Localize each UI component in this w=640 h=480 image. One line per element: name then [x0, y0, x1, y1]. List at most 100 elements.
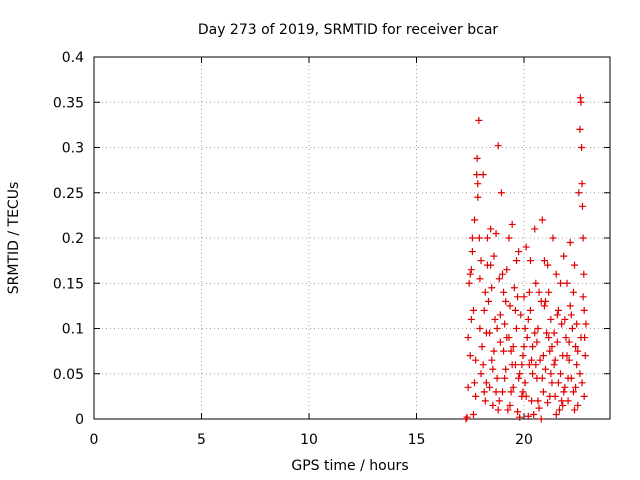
data-point	[505, 234, 513, 242]
data-point	[477, 257, 485, 265]
data-point	[481, 288, 489, 296]
data-point	[559, 401, 567, 409]
data-point	[491, 315, 499, 323]
data-point	[519, 352, 527, 360]
data-point	[504, 406, 512, 414]
data-point	[578, 180, 586, 188]
data-point	[578, 379, 586, 387]
data-point	[475, 234, 483, 242]
data-point	[516, 413, 524, 421]
data-point	[534, 325, 542, 332]
data-point	[557, 370, 565, 378]
data-point	[507, 347, 515, 355]
data-point	[486, 383, 494, 391]
data-point	[468, 248, 476, 256]
data-point	[551, 356, 559, 364]
data-point	[540, 302, 548, 310]
data-point	[494, 406, 502, 414]
data-point	[509, 343, 517, 351]
data-point	[581, 352, 589, 360]
data-point	[474, 180, 482, 188]
y-tick-label: 0	[75, 412, 84, 428]
data-point	[580, 306, 588, 314]
data-point	[471, 379, 479, 387]
data-point	[578, 144, 586, 151]
data-point	[563, 352, 571, 360]
data-point	[543, 329, 551, 337]
data-point	[490, 252, 498, 260]
axis-ticks: 0 0.05 0.1 0.15 0.2 0.25 0.3 0.35 0.4 0 5 10 15 20	[53, 50, 610, 448]
data-point	[542, 365, 549, 373]
data-point	[574, 401, 582, 409]
data-point	[564, 374, 572, 382]
data-point	[565, 356, 573, 364]
data-point	[579, 234, 587, 242]
data-point	[466, 352, 474, 360]
data-point	[561, 383, 569, 391]
data-point	[558, 320, 566, 328]
data-point	[515, 374, 523, 382]
y-tick-label: 0.35	[53, 95, 84, 111]
data-point	[562, 334, 570, 342]
data-point	[539, 352, 547, 360]
data-point	[533, 338, 541, 346]
data-point	[555, 406, 563, 414]
data-point	[479, 171, 487, 179]
data-point	[507, 388, 515, 396]
data-point	[509, 383, 517, 391]
data-point	[557, 279, 565, 287]
data-point	[528, 356, 536, 364]
data-point	[469, 410, 477, 418]
data-point	[539, 388, 547, 396]
data-point	[547, 315, 555, 323]
data-point	[490, 347, 498, 355]
data-point	[488, 356, 496, 364]
data-point	[544, 399, 552, 407]
data-point	[525, 288, 533, 296]
data-point	[560, 388, 568, 396]
data-point	[502, 365, 510, 373]
y-tick-label: 0.15	[53, 276, 84, 292]
data-point	[492, 388, 500, 396]
data-point	[560, 252, 568, 260]
data-point	[482, 379, 490, 387]
data-point	[479, 361, 487, 369]
data-point	[553, 338, 561, 346]
data-point	[506, 302, 514, 310]
data-point	[462, 415, 470, 423]
data-point	[572, 383, 580, 391]
data-point	[573, 361, 581, 369]
data-point	[577, 98, 585, 106]
data-point	[520, 293, 528, 301]
x-axis-label: GPS time / hours	[291, 458, 408, 474]
data-point	[514, 293, 522, 301]
y-tick-label: 0.2	[62, 231, 84, 247]
data-point	[494, 142, 502, 150]
data-point	[463, 413, 471, 421]
data-point	[582, 320, 590, 328]
data-point	[471, 216, 479, 224]
data-point	[500, 288, 508, 296]
x-tick-label: 15	[408, 432, 426, 448]
data-point	[566, 302, 574, 310]
data-point	[506, 401, 514, 409]
data-point	[538, 216, 546, 224]
data-point	[487, 225, 495, 233]
data-point	[469, 306, 477, 314]
data-point	[512, 257, 520, 265]
data-point	[576, 370, 584, 378]
data-point	[474, 193, 482, 201]
data-point	[554, 379, 562, 387]
data-point	[521, 379, 529, 387]
data-point	[472, 392, 480, 400]
data-point	[485, 297, 493, 305]
data-point	[489, 401, 497, 409]
data-point	[561, 315, 569, 323]
data-point	[481, 397, 489, 405]
data-point	[564, 397, 572, 405]
data-point	[572, 343, 580, 351]
data-point	[548, 379, 556, 387]
data-point	[553, 311, 561, 319]
chart-title: Day 273 of 2019, SRMTID for receiver bca…	[198, 22, 499, 38]
